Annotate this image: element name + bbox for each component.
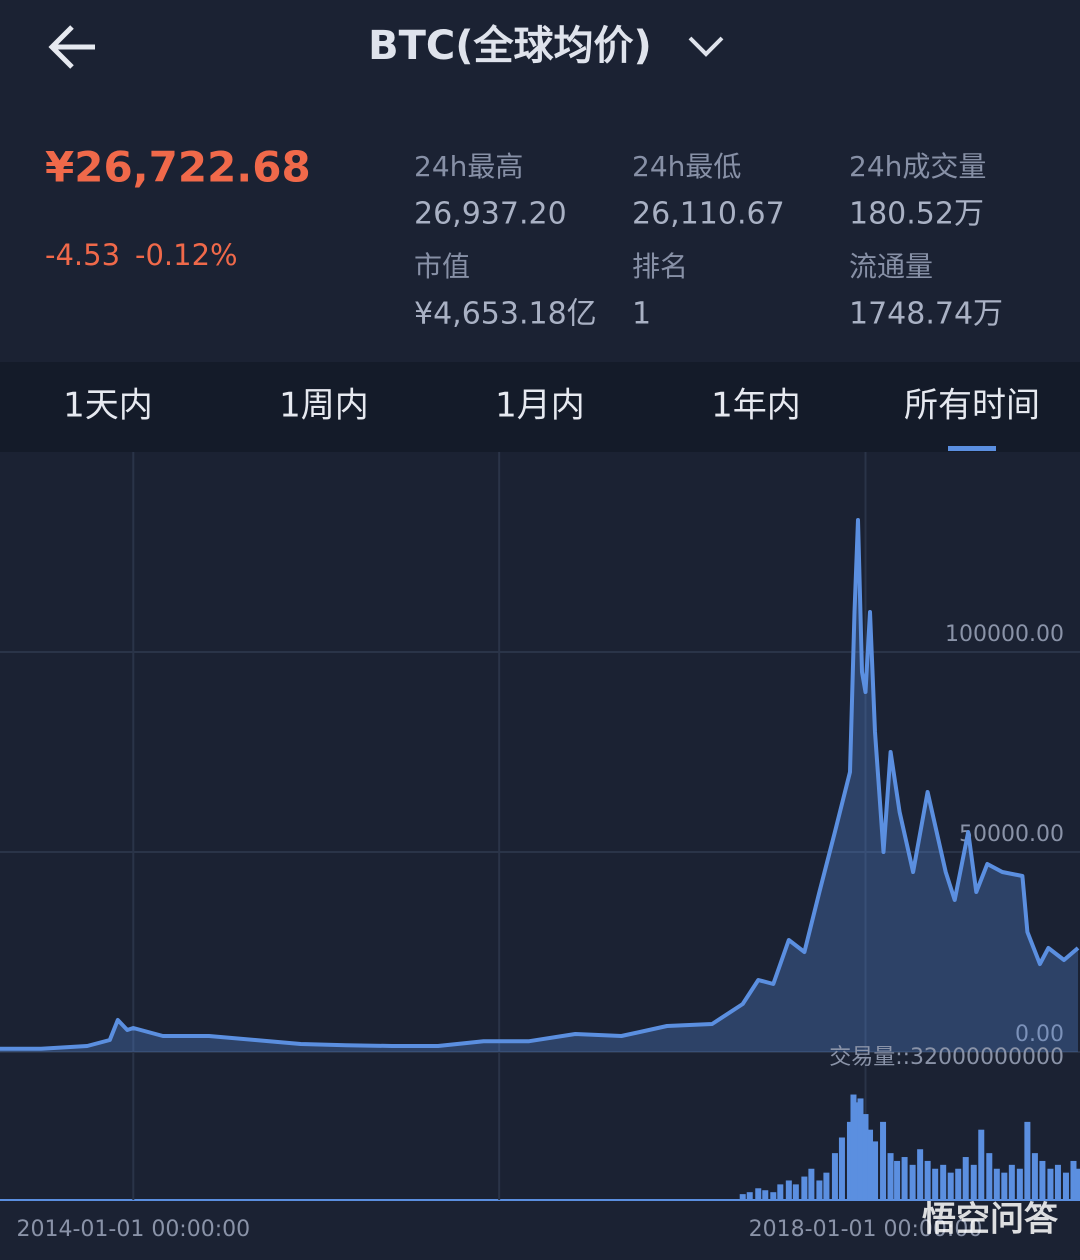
- time-range-tab[interactable]: 1月内: [495, 386, 585, 426]
- active-tab-indicator: [948, 446, 996, 451]
- volume-bar: [1031, 1153, 1038, 1200]
- volume-bar: [986, 1153, 993, 1200]
- volume-bar: [955, 1168, 962, 1200]
- stat-label: 24h最高: [414, 150, 523, 183]
- volume-bar: [823, 1172, 830, 1200]
- y-tick-label: 100000.00: [945, 622, 1064, 647]
- volume-bar: [962, 1157, 969, 1200]
- time-range-tab[interactable]: 1周内: [279, 386, 369, 426]
- dropdown-icon[interactable]: [688, 36, 724, 57]
- tab-bar: [0, 362, 1080, 452]
- time-range-tab[interactable]: 1天内: [63, 386, 153, 426]
- volume-bar: [831, 1153, 838, 1200]
- stat-value: ¥4,653.18亿: [414, 297, 597, 332]
- volume-bar: [770, 1192, 777, 1200]
- stat-value: 26,110.67: [632, 197, 785, 232]
- volume-bar: [746, 1192, 753, 1200]
- volume-bar: [947, 1172, 954, 1200]
- volume-bar: [1070, 1160, 1077, 1200]
- stat-value: 26,937.20: [414, 197, 567, 232]
- volume-bar: [1054, 1164, 1061, 1200]
- volume-bar: [846, 1121, 853, 1200]
- x-tick-label: 2018-01-01 00:00:00: [749, 1217, 983, 1242]
- y-tick-label: 0.00: [1015, 1022, 1064, 1047]
- volume-bar: [1039, 1160, 1046, 1200]
- volume-bar: [872, 1141, 879, 1200]
- y-tick-label: 50000.00: [959, 822, 1064, 847]
- volume-bar: [932, 1168, 939, 1200]
- volume-bar: [993, 1168, 1000, 1200]
- volume-bar: [801, 1176, 808, 1200]
- volume-bar: [808, 1168, 815, 1200]
- volume-bar: [739, 1194, 746, 1200]
- volume-bar: [785, 1180, 792, 1200]
- stat-label: 排名: [632, 250, 688, 283]
- volume-bar: [1008, 1164, 1015, 1200]
- volume-bar: [1062, 1172, 1069, 1200]
- volume-bar: [1024, 1121, 1031, 1200]
- volume-bar: [792, 1184, 799, 1200]
- volume-bar: [1001, 1172, 1008, 1200]
- volume-bar: [762, 1190, 769, 1200]
- price-line: [0, 518, 1080, 1051]
- stat-value: 1: [632, 297, 651, 332]
- x-tick-label: 2014-01-01 00:00:00: [16, 1217, 250, 1242]
- volume-bar: [867, 1129, 874, 1200]
- stat-value: 180.52万: [849, 197, 984, 232]
- volume-bar: [970, 1164, 977, 1200]
- price-change: -4.53: [45, 238, 120, 272]
- volume-bar: [978, 1129, 985, 1200]
- price-area: [0, 520, 1078, 1052]
- volume-bar: [909, 1164, 916, 1200]
- volume-bar: [1016, 1168, 1023, 1200]
- volume-bar: [901, 1157, 908, 1200]
- back-button[interactable]: [48, 25, 95, 69]
- volume-bar: [1074, 1168, 1080, 1200]
- volume-bar: [894, 1160, 901, 1200]
- volume-bar: [755, 1188, 762, 1200]
- volume-bar: [850, 1094, 857, 1200]
- volume-bar: [887, 1153, 894, 1200]
- volume-bar: [917, 1149, 924, 1200]
- volume-bar: [853, 1102, 860, 1200]
- watermark: 悟空问答: [922, 1200, 1059, 1240]
- current-price: ¥26,722.68: [45, 143, 311, 192]
- page-title: BTC(全球均价): [368, 23, 652, 69]
- stat-value: 1748.74万: [849, 297, 1003, 332]
- y-tick-label: 交易量::32000000000: [829, 1045, 1064, 1070]
- stat-label: 市值: [414, 250, 470, 283]
- volume-bar: [777, 1184, 784, 1200]
- volume-bar: [940, 1164, 947, 1200]
- time-range-tab[interactable]: 1年内: [711, 386, 801, 426]
- volume-bar: [924, 1160, 931, 1200]
- volume-bar: [816, 1180, 823, 1200]
- volume-bar: [838, 1137, 845, 1200]
- volume-bar: [857, 1098, 864, 1200]
- volume-bar: [862, 1114, 869, 1200]
- volume-bar: [880, 1121, 887, 1200]
- stat-label: 流通量: [849, 250, 933, 283]
- volume-bar: [1047, 1168, 1054, 1200]
- price-change-pct: -0.12%: [135, 238, 238, 272]
- time-range-tab[interactable]: 所有时间: [904, 386, 1040, 426]
- stat-label: 24h成交量: [849, 150, 986, 183]
- stat-label: 24h最低: [632, 150, 741, 183]
